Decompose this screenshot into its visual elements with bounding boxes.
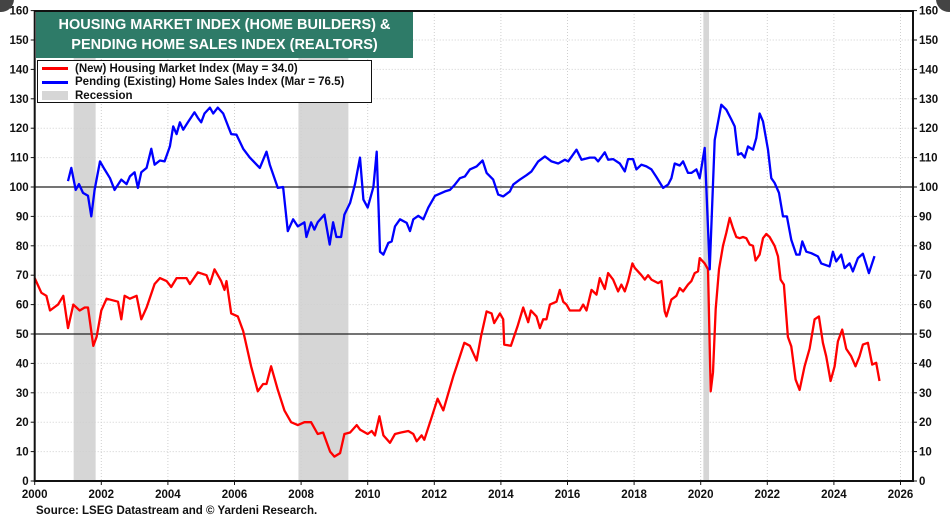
x-tick-label: 2004 (155, 489, 181, 501)
y-tick-label-left: 110 (10, 153, 29, 165)
y-tick-label-left: 160 (10, 6, 29, 18)
x-tick-label: 2014 (488, 489, 514, 501)
y-tick-label-left: 140 (10, 64, 29, 76)
y-tick-label-right: 130 (919, 94, 938, 106)
y-tick-label-left: 70 (16, 270, 29, 282)
y-tick-label-right: 100 (919, 182, 938, 194)
x-tick-label: 2016 (555, 489, 581, 501)
x-tick-label: 2020 (688, 489, 714, 501)
x-tick-label: 2006 (222, 489, 248, 501)
x-tick-label: 2026 (888, 489, 914, 501)
y-tick-label-right: 20 (919, 417, 932, 429)
y-tick-label-left: 130 (10, 94, 29, 106)
x-tick-label: 2018 (621, 489, 647, 501)
x-tick-label: 2024 (821, 489, 847, 501)
y-tick-label-right: 30 (919, 388, 932, 400)
y-tick-label-right: 110 (919, 153, 938, 165)
x-tick-label: 2022 (755, 489, 781, 501)
y-tick-label-left: 80 (16, 241, 29, 253)
recession-band (703, 11, 710, 481)
y-tick-label-left: 20 (16, 417, 29, 429)
legend-item-hmi: (New) Housing Market Index (May = 34.0) (42, 62, 371, 76)
y-tick-label-right: 90 (919, 211, 932, 223)
y-tick-label-right: 60 (919, 300, 932, 312)
recession-swatch-icon (42, 91, 68, 101)
y-tick-label-right: 140 (919, 64, 938, 76)
housing-market-index-line (33, 216, 881, 458)
y-tick-label-left: 150 (10, 35, 29, 47)
red-line-swatch-icon (42, 67, 68, 71)
legend-label: (New) Housing Market Index (May = 34.0) (75, 62, 298, 75)
axes (30, 10, 917, 485)
blue-line-swatch-icon (42, 80, 68, 84)
plot-frame (33, 10, 914, 482)
recession-band (73, 11, 96, 481)
y-tick-label-left: 60 (16, 300, 29, 312)
y-tick-label-right: 40 (919, 358, 932, 370)
y-tick-label-left: 10 (16, 447, 29, 459)
y-tick-label-right: 80 (919, 241, 932, 253)
y-tick-label-left: 90 (16, 211, 29, 223)
y-tick-label-left: 30 (16, 388, 29, 400)
source-note: Source: LSEG Datastream and © Yardeni Re… (36, 505, 318, 517)
x-tick-label: 2002 (89, 489, 115, 501)
y-tick-label-left: 40 (16, 358, 29, 370)
y-tick-label-left: 0 (22, 476, 28, 488)
y-tick-label-left: 50 (16, 329, 29, 341)
y-tick-label-right: 10 (919, 447, 932, 459)
legend-item-pending: Pending (Existing) Home Sales Index (Mar… (42, 76, 371, 90)
chart-title: HOUSING MARKET INDEX (HOME BUILDERS) & P… (36, 12, 413, 58)
legend-item-recession: Recession (42, 89, 371, 103)
series-lines (33, 103, 881, 458)
x-tick-label: 2008 (288, 489, 314, 501)
legend-label: Recession (75, 89, 133, 102)
reference-lines (34, 186, 913, 335)
y-tick-label-left: 100 (10, 182, 29, 194)
title-line-2: PENDING HOME SALES INDEX (REALTORS) (71, 37, 378, 53)
x-tick-label: 2000 (22, 489, 48, 501)
y-tick-label-right: 160 (919, 6, 938, 18)
y-tick-label-right: 150 (919, 35, 938, 47)
legend: (New) Housing Market Index (May = 34.0) … (37, 60, 372, 103)
y-tick-label-left: 120 (10, 123, 29, 135)
y-tick-label-right: 120 (919, 123, 938, 135)
legend-label: Pending (Existing) Home Sales Index (Mar… (75, 76, 345, 89)
y-tick-label-right: 0 (919, 476, 925, 488)
x-tick-label: 2010 (355, 489, 381, 501)
y-tick-label-right: 50 (919, 329, 932, 341)
x-tick-label: 2012 (422, 489, 448, 501)
pending-home-sales-line (66, 103, 876, 275)
y-tick-label-right: 70 (919, 270, 932, 282)
title-line-1: HOUSING MARKET INDEX (HOME BUILDERS) & (58, 17, 391, 33)
